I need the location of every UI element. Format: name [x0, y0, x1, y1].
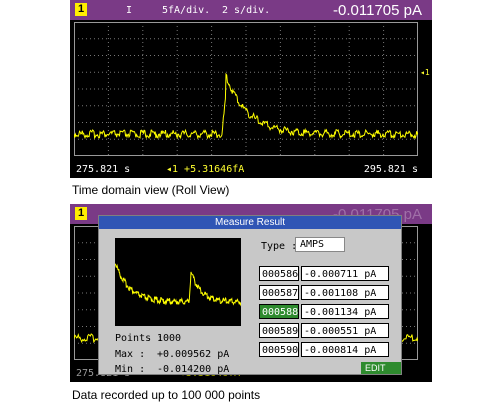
channel: 1	[75, 3, 87, 16]
row-value: -0.001108 pA	[301, 285, 389, 300]
x-end: 295.821 s	[363, 164, 418, 175]
trace	[74, 72, 418, 140]
max-label: Max :	[115, 349, 146, 360]
row-value: -0.000814 pA	[301, 342, 389, 357]
scale: 5fA/div.	[162, 5, 211, 16]
row-index: 000588	[259, 304, 299, 319]
trace	[115, 263, 241, 307]
edit-button[interactable]: EDIT	[361, 362, 401, 374]
min-label: Min :	[115, 364, 146, 375]
header-bar	[70, 0, 432, 20]
caption: Time domain view (Roll View)	[72, 183, 230, 197]
type-label: Type :	[261, 241, 298, 252]
max-value: +0.009562 pA	[157, 349, 230, 360]
frame	[74, 22, 418, 156]
row-value: -0.000551 pA	[301, 323, 389, 338]
row-value: -0.000711 pA	[301, 266, 389, 281]
time-scale: 2 s/div.	[222, 5, 271, 16]
dialog: Measure Result Type : AMPS Points : 1000…	[98, 215, 402, 375]
plot	[74, 22, 418, 156]
row-index: 000586	[259, 266, 299, 281]
points-label: Points :	[115, 333, 164, 344]
dialog-title: Measure Result	[99, 216, 401, 229]
row-index: 000587	[259, 285, 299, 300]
cursor: ◂1 +5.31646fA	[166, 164, 245, 175]
x-start: 275.821 s	[76, 164, 131, 175]
top-screen: 1 I 5fA/div. 2 s/div. -0.011705 pA ◂1 27…	[70, 0, 432, 178]
row-value: -0.001134 pA	[301, 304, 389, 319]
row-index: 000589	[259, 323, 299, 338]
bottom-screen: 1 -0.011705 pA 275.821 s +5.31646fA Meas…	[70, 204, 432, 382]
min-value: -0.014200 pA	[157, 364, 230, 375]
channel: 1	[75, 207, 87, 220]
caption: Data recorded up to 100 000 points	[72, 388, 261, 402]
mode: I	[126, 5, 133, 16]
row-index: 000590	[259, 342, 299, 357]
reading: -0.011705 pA	[333, 2, 422, 19]
type-value: AMPS	[295, 237, 345, 252]
mini-plot	[115, 238, 241, 326]
points-value: 1000	[157, 333, 182, 344]
marker: ◂1	[420, 68, 430, 77]
